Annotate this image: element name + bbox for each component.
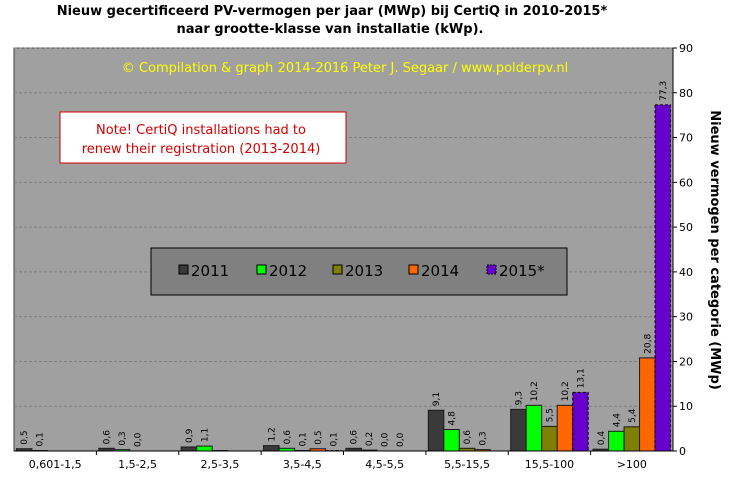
legend-label: 2015*	[499, 262, 545, 280]
note-line-2: renew their registration (2013-2014)	[82, 142, 321, 157]
y-tick-label: 50	[679, 221, 693, 234]
data-label: 5,5	[545, 408, 555, 422]
legend: 2011 2012 2013 2014 2015*	[150, 247, 568, 296]
data-label: 13,1	[576, 368, 586, 388]
bar	[654, 104, 672, 452]
chart-title: Nieuw gecertificeerd PV-vermogen per jaa…	[57, 4, 608, 19]
data-label: 0,6	[463, 430, 473, 445]
y-tick-label: 80	[679, 87, 693, 100]
y-tick-label: 70	[679, 132, 693, 145]
bar	[263, 445, 280, 452]
legend-label: 2011	[191, 262, 229, 280]
legend-label: 2014	[421, 262, 459, 280]
y-axis-label: Nieuw vermogen per categorie (MWp)	[707, 110, 722, 390]
y-tick-label: 30	[679, 311, 693, 324]
x-tick-label: 1,5-2,5	[118, 458, 157, 471]
bar	[525, 404, 543, 452]
data-label: 0,0	[396, 432, 406, 447]
bar	[443, 429, 460, 452]
y-tick-label: 0	[679, 445, 686, 458]
data-label: 0,6	[350, 430, 360, 445]
bar	[623, 426, 641, 452]
bar	[608, 430, 625, 452]
y-tick-label: 10	[679, 400, 693, 413]
data-label: 0,5	[314, 430, 324, 444]
note-line-1: Note! CertiQ installations had to	[96, 123, 306, 138]
x-tick-label: 0,601-1,5	[29, 458, 82, 471]
x-tick-label: >100	[617, 458, 647, 471]
data-labels: 0,5 0,1 0,6 0,3 0,0 0,9 1,1 1,2 0,6 0,1 0,5 0,1 0,6 0…	[20, 81, 669, 447]
legend-swatch	[256, 264, 267, 275]
data-label: 4,4	[612, 413, 622, 428]
data-label: 1,2	[267, 427, 277, 441]
legend-swatch	[408, 264, 419, 275]
y-tick-label: 40	[679, 266, 693, 279]
data-label: 0,3	[118, 431, 128, 445]
data-label: 9,1	[432, 392, 442, 406]
data-label: 20,8	[643, 334, 653, 354]
x-tick-label: 15,5-100	[525, 458, 574, 471]
data-label: 0,0	[134, 432, 144, 447]
x-tick-label: 2,5-3,5	[200, 458, 239, 471]
y-tick-label: 60	[679, 176, 693, 189]
y-tick-label: 90	[679, 42, 693, 55]
data-label: 10,2	[561, 381, 571, 401]
legend-swatch	[332, 264, 343, 275]
data-label: 0,4	[597, 431, 607, 446]
y-axis-ticks: 0 10 20 30 40 50 60 70 80 90	[673, 42, 693, 458]
x-tick-label: 3,5-4,5	[283, 458, 322, 471]
data-label: 5,4	[628, 408, 638, 423]
y-tick-label: 20	[679, 355, 693, 368]
bar	[572, 391, 589, 452]
bar	[427, 409, 445, 452]
x-axis-ticks: 0,601-1,5 1,5-2,5 2,5-3,5 3,5-4,5 4,5-5,5 5,5…	[29, 451, 647, 471]
data-label: 4,8	[448, 411, 458, 426]
legend-label: 2013	[345, 262, 383, 280]
data-label: 0,3	[479, 431, 489, 445]
data-label: 0,1	[36, 432, 46, 446]
data-label: 1,1	[200, 428, 210, 442]
data-label: 0,6	[103, 430, 113, 445]
chart-subtitle: naar grootte-klasse van installatie (kWp…	[177, 22, 484, 37]
data-label: 0,0	[381, 432, 391, 447]
data-label: 10,2	[530, 381, 540, 401]
note-box: Note! CertiQ installations had to renew …	[59, 111, 347, 164]
legend-swatch	[178, 264, 189, 275]
bar	[180, 446, 198, 452]
data-label: 0,1	[329, 432, 339, 446]
data-label: 0,5	[20, 430, 30, 444]
data-label: 0,2	[365, 432, 375, 446]
x-tick-label: 5,5-15,5	[444, 458, 490, 471]
bar	[541, 425, 558, 452]
data-label: 9,3	[514, 391, 524, 405]
legend-swatch	[486, 264, 497, 275]
bar	[556, 404, 574, 452]
data-label: 0,9	[185, 428, 195, 443]
data-label: 77,3	[659, 81, 669, 101]
data-label: 0,6	[283, 430, 293, 445]
data-label: 0,1	[298, 432, 308, 446]
credit-text: © Compilation & graph 2014-2016 Peter J.…	[122, 61, 568, 76]
bar	[639, 357, 656, 452]
bar	[196, 445, 213, 452]
legend-label: 2012	[269, 262, 307, 280]
bar	[510, 408, 527, 452]
x-tick-label: 4,5-5,5	[365, 458, 404, 471]
